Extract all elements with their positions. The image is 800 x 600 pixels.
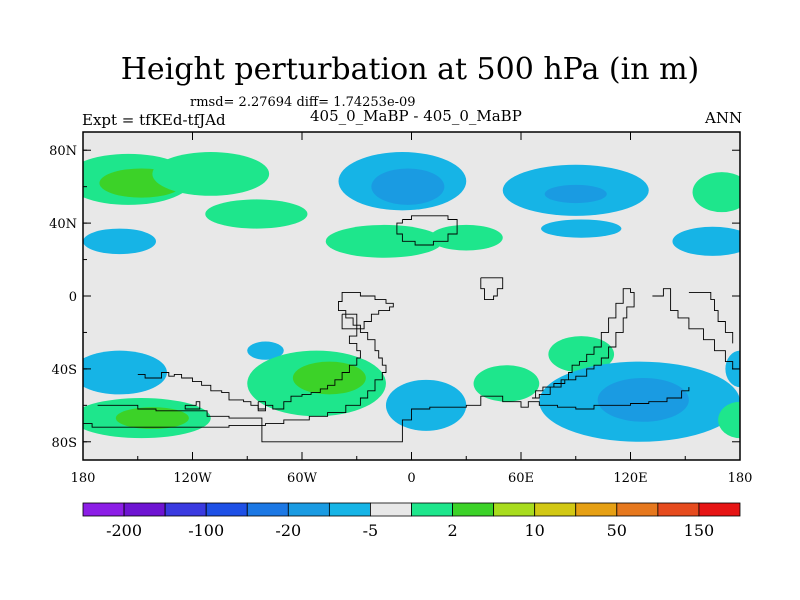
- contour-fills: [83, 152, 740, 442]
- contour-region-8: [429, 224, 503, 251]
- stats-line: rmsd= 2.27694 diff= 1.74253e-09: [190, 95, 416, 110]
- y-tick-label-3: 40S: [52, 363, 77, 378]
- colorbar-box-5: [287, 502, 330, 517]
- y-tick-label-4: 80S: [52, 436, 77, 451]
- colorbar-label-4: 2: [447, 521, 457, 540]
- y-tick-label-2: 0: [69, 290, 77, 305]
- x-tick-label-0: 180: [71, 471, 96, 486]
- contour-region-6: [371, 168, 445, 205]
- contour-region-7: [325, 224, 443, 258]
- colorbar-box-4: [246, 502, 289, 517]
- contour-region-11: [541, 219, 622, 238]
- x-tick-label-5: 120E: [613, 471, 647, 486]
- colorbar: -200 -100 -20 -5 2 10 50 150: [82, 502, 741, 540]
- colorbar-box-12: [575, 502, 618, 517]
- colorbar-box-11: [534, 502, 577, 517]
- y-axis: 80N 40N 0 40S 80S: [49, 144, 740, 451]
- colorbar-label-7: 150: [684, 521, 715, 540]
- coastline-7: [652, 288, 740, 373]
- contour-region-12: [692, 172, 740, 213]
- colorbar-label-0: -200: [106, 521, 142, 540]
- x-tick-label-2: 60W: [287, 471, 318, 486]
- colorbar-label-3: -5: [363, 521, 379, 540]
- coastline-4: [396, 215, 458, 246]
- y-tick-label-1: 40N: [49, 217, 77, 232]
- contour-region-4: [83, 228, 156, 255]
- colorbar-box-0: [82, 502, 125, 517]
- colorbar-box-6: [328, 502, 371, 517]
- coastline-3: [341, 313, 358, 330]
- colorbar-box-8: [411, 502, 453, 517]
- colorbar-box-14: [657, 502, 700, 517]
- contour-region-20: [385, 379, 467, 431]
- contour-region-25: [718, 401, 740, 439]
- case-label: 405_0_MaBP - 405_0_MaBP: [310, 107, 522, 125]
- x-tick-label-4: 60E: [508, 471, 534, 486]
- colorbar-label-5: 10: [525, 521, 545, 540]
- coastlines: [83, 215, 740, 443]
- coastline-2: [257, 401, 266, 410]
- colorbar-label-2: -20: [275, 521, 301, 540]
- contour-region-13: [672, 226, 740, 256]
- colorbar-box-10: [493, 502, 536, 517]
- season-label: ANN: [705, 109, 743, 127]
- colorbar-box-15: [698, 502, 741, 517]
- contour-region-2: [152, 152, 270, 196]
- coastline-5: [480, 277, 504, 301]
- contour-region-3: [205, 199, 308, 229]
- x-tick-label-6: 180: [728, 471, 753, 486]
- experiment-label: Expt = tfKEd-tfJAd: [82, 111, 226, 129]
- colorbar-label-6: 50: [607, 521, 627, 540]
- x-axis: 180 120W 60W 0 60E 120E 180: [71, 132, 753, 486]
- coastline-6: [532, 288, 635, 399]
- contour-region-19: [292, 361, 366, 395]
- y-tick-label-0: 80N: [49, 144, 77, 159]
- colorbar-box-13: [616, 502, 659, 517]
- coastline-0: [83, 291, 394, 428]
- colorbar-box-9: [452, 502, 495, 517]
- x-tick-label-1: 120W: [173, 471, 212, 486]
- coastline-9: [184, 401, 201, 410]
- colorbar-label-1: -100: [188, 521, 224, 540]
- x-tick-label-3: 0: [407, 471, 415, 486]
- contour-region-22: [548, 336, 615, 373]
- contour-region-21: [473, 365, 540, 402]
- colorbar-box-1: [123, 502, 166, 517]
- colorbar-box-3: [205, 502, 248, 517]
- coastline-1: [97, 387, 690, 443]
- chart-title: Height perturbation at 500 hPa (in m): [120, 52, 700, 87]
- colorbar-box-7: [370, 502, 412, 517]
- contour-region-17: [247, 341, 284, 360]
- contour-region-10: [544, 184, 607, 204]
- coastline-8: [688, 291, 734, 344]
- contour-region-24: [597, 378, 689, 422]
- contour-region-14: [83, 350, 167, 395]
- contour-region-16: [115, 407, 189, 430]
- colorbar-box-2: [164, 502, 207, 517]
